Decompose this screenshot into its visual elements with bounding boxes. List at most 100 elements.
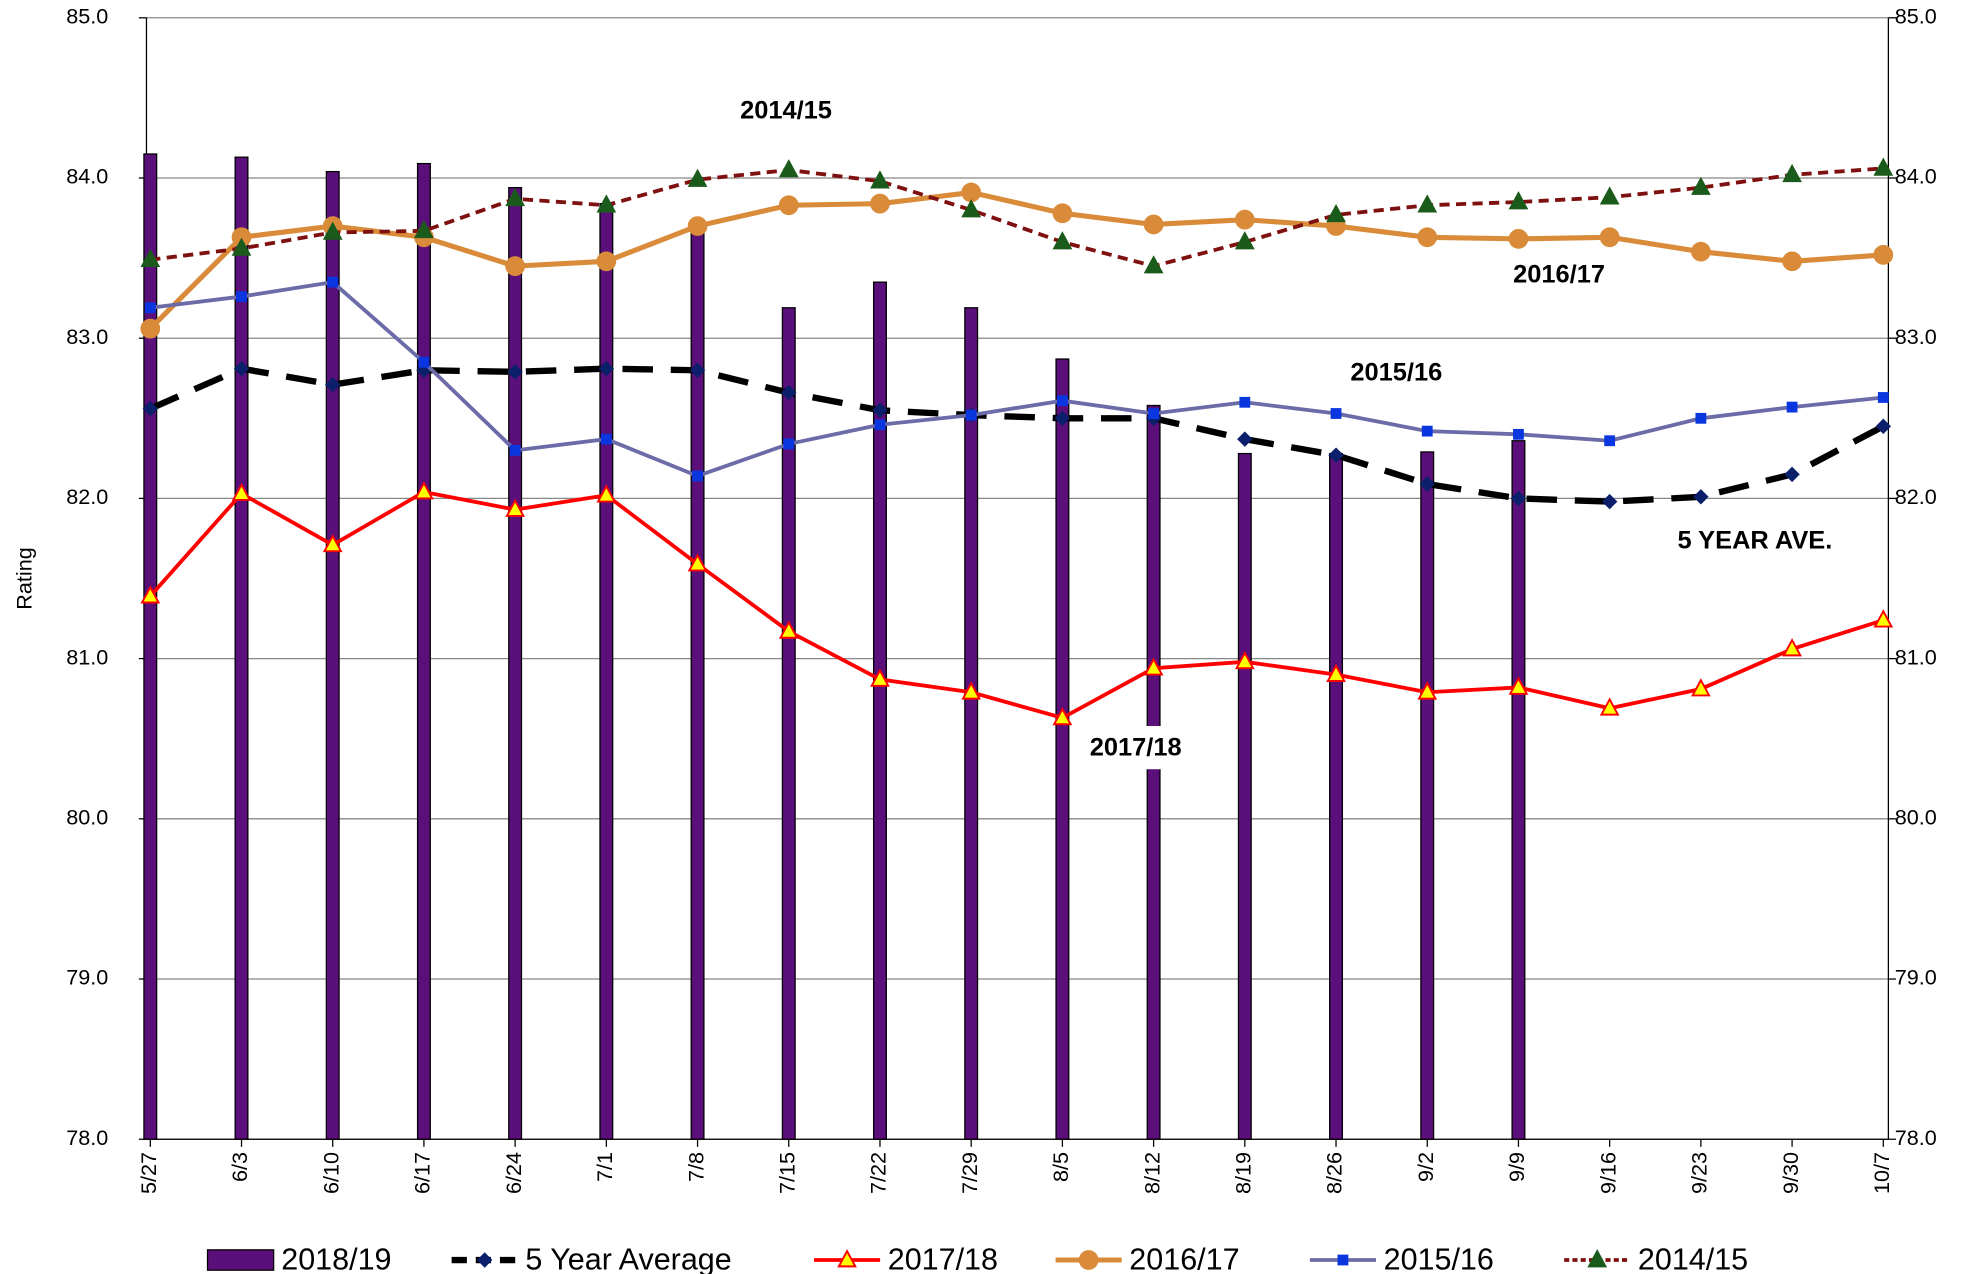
y2-tick-label: 83.0 [1895,324,1937,349]
marker [476,1252,493,1268]
marker [1875,418,1891,435]
annotation-bg [1084,725,1187,770]
annotation: 5 YEAR AVE. [1677,526,1832,554]
y-tick-label: 80.0 [66,805,108,830]
marker [783,438,795,450]
bar [964,307,979,1140]
x-tick-label: 10/7 [1869,1152,1894,1194]
line [150,166,1884,269]
bar [1146,404,1161,1140]
marker [1234,650,1255,670]
x-tick-label: 9/23 [1687,1152,1712,1194]
marker [1326,663,1346,682]
y-tick-label: 84.0 [66,164,108,189]
bar [781,307,796,1140]
marker [1604,435,1616,447]
marker [961,681,982,700]
marker [1691,241,1711,262]
y2-tick-label: 85.0 [1895,4,1937,29]
x-tick-label: 6/3 [227,1152,252,1182]
x-tick-label: 8/26 [1322,1152,1347,1194]
marker [1601,493,1618,510]
x-tick-label: 9/16 [1595,1152,1620,1194]
marker [870,170,890,189]
marker [1237,431,1253,447]
marker [140,585,161,604]
marker [1078,1250,1099,1270]
marker [687,168,708,187]
marker [1510,490,1527,507]
marker [233,360,250,377]
y-tick-label: 79.0 [66,965,108,990]
annotation: 2015/16 [1350,359,1442,387]
y-axis-label: Rating [11,547,36,609]
y2-tick-label: 84.0 [1895,164,1937,189]
marker [236,291,247,302]
y-tick-label: 78.0 [66,1125,108,1150]
x-tick-label: 5/27 [136,1152,161,1194]
line [150,280,1884,479]
marker [1599,227,1620,248]
marker [872,402,888,419]
y-tick-label: 81.0 [66,644,108,669]
marker [1695,412,1707,424]
marker [961,199,982,218]
marker [144,302,156,314]
line [149,365,1885,505]
marker [781,384,797,401]
marker [687,216,708,236]
marker [874,419,886,431]
marker [1508,191,1529,210]
y2-tick-label: 78.0 [1895,1125,1937,1150]
marker [1508,676,1529,695]
marker [418,356,430,368]
bar [508,186,523,1140]
marker [598,360,615,377]
marker [1786,401,1798,413]
marker [1782,251,1802,272]
bar [1055,358,1070,1140]
y2-tick-label: 79.0 [1895,965,1937,990]
x-tick-label: 7/15 [774,1152,799,1194]
marker [507,364,523,380]
x-tick-label: 7/29 [957,1152,982,1194]
marker [1337,1254,1349,1266]
x-tick-label: 9/30 [1778,1152,1803,1194]
x-tick-label: 6/24 [501,1152,526,1194]
marker [1417,194,1438,213]
x-tick-label: 8/12 [1139,1152,1164,1194]
marker [1782,163,1802,183]
bar [872,281,887,1140]
marker [231,482,252,501]
marker [1052,706,1073,726]
legend-label: 2014/15 [1638,1242,1748,1274]
marker [325,376,341,393]
marker [1330,408,1342,419]
marker [1326,203,1346,223]
x-tick-label: 8/5 [1048,1152,1073,1182]
annotation: 2014/15 [740,97,832,125]
marker [596,484,617,503]
x-tick-label: 9/9 [1504,1152,1529,1182]
marker [505,187,526,207]
marker [505,256,525,276]
marker [1873,609,1894,628]
x-tick-label: 6/17 [410,1152,435,1194]
marker [1054,410,1071,427]
legend-swatch [206,1249,275,1271]
marker [596,194,617,213]
marker [692,470,703,482]
marker [142,400,159,417]
marker [505,498,526,517]
line [148,189,1884,331]
marker [1417,227,1438,248]
marker [778,159,799,178]
marker [1328,447,1344,463]
x-tick-label: 7/22 [866,1152,891,1194]
x-tick-label: 7/8 [683,1152,708,1182]
bar [1329,452,1344,1140]
marker [1693,489,1709,505]
marker [1056,395,1068,407]
y2-tick-label: 80.0 [1895,805,1937,830]
bar [325,170,340,1140]
